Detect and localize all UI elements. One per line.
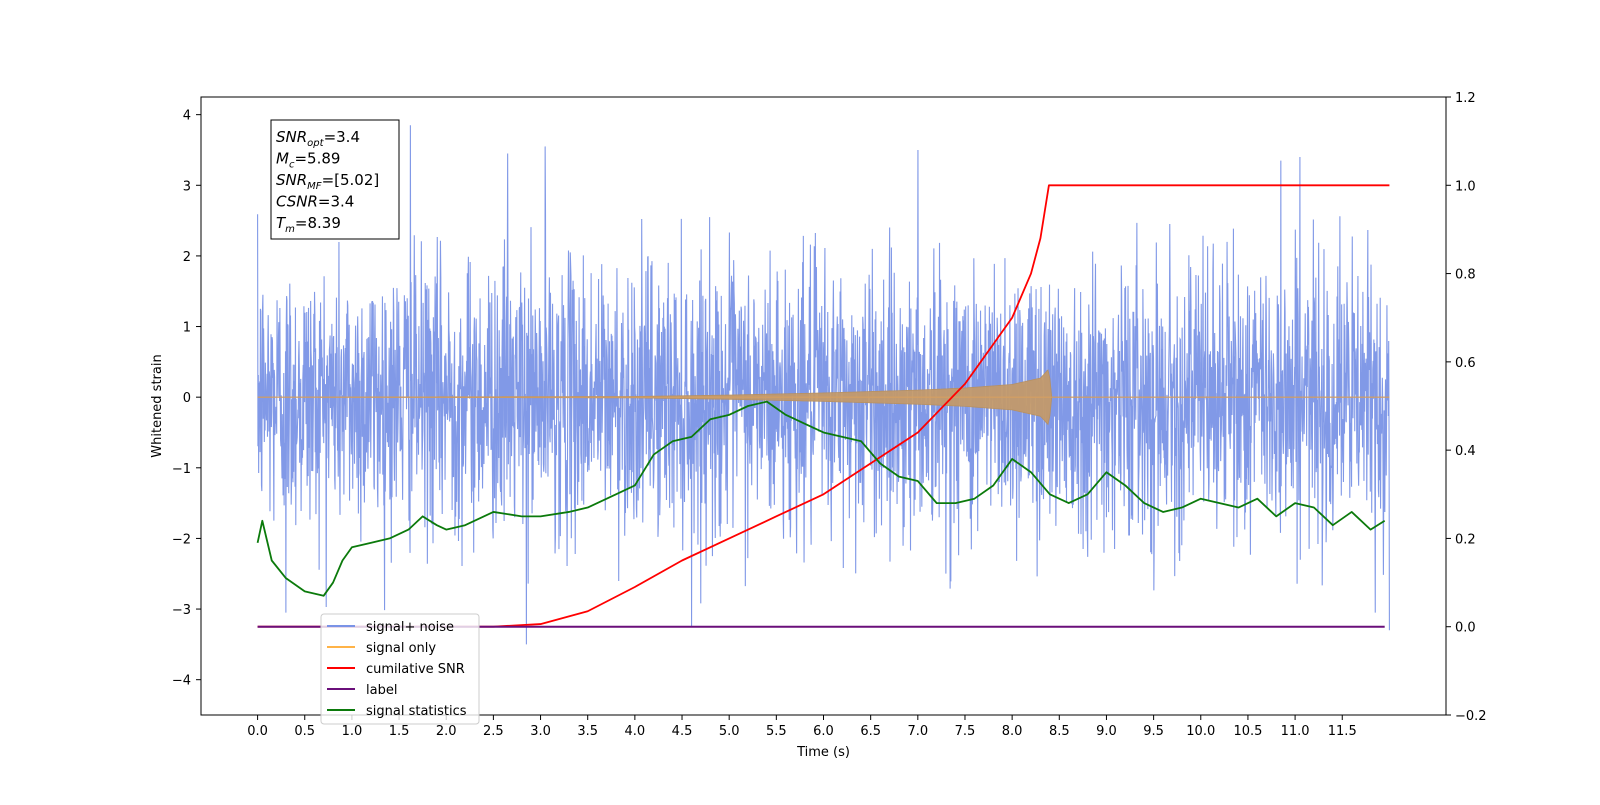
y-left-tick-label: 1	[183, 321, 191, 336]
x-tick-label: 1.5	[389, 724, 410, 739]
x-tick-label: 6.0	[813, 724, 834, 739]
x-axis-label: Time (s)	[796, 745, 850, 760]
legend-frame	[320, 613, 480, 725]
annotation-label-sub: c	[289, 160, 295, 171]
x-tick-label: 4.0	[625, 724, 646, 739]
annotation-label-main: M	[276, 150, 289, 168]
y-right-tick-label: −0.2	[1455, 709, 1487, 724]
x-tick-label: 6.5	[860, 724, 881, 739]
y-axis-right: 1.2 1.0 0.8 0.6 0.4 0.2 0.0 −0.2	[1446, 91, 1487, 724]
x-tick-label: 8.5	[1049, 724, 1070, 739]
annotation-box-frame	[270, 119, 400, 240]
series-cumulative-snr	[257, 184, 1390, 628]
x-tick-label: 7.5	[955, 724, 976, 739]
y-left-tick-label: −3	[172, 603, 191, 618]
annotation-value: =[5.02]	[322, 171, 380, 189]
x-tick-label: 9.0	[1096, 724, 1117, 739]
series-signal-noise	[257, 125, 1390, 645]
x-tick-label: 7.0	[907, 724, 928, 739]
y-left-tick-label: 0	[183, 391, 191, 406]
y-right-tick-label: 0.8	[1455, 268, 1476, 283]
x-tick-label: 0.0	[247, 724, 268, 739]
x-tick-label: 1.0	[342, 724, 363, 739]
y-left-tick-label: −4	[172, 674, 191, 689]
legend-label: signal+ noise	[366, 620, 454, 635]
y-right-tick-label: 1.2	[1455, 91, 1476, 106]
annotation-line: SNRopt=3.4	[276, 128, 360, 149]
y-left-tick-label: 4	[183, 109, 191, 124]
y-left-tick-label: 2	[183, 250, 191, 265]
x-tick-label: 10.0	[1186, 724, 1215, 739]
legend-label: label	[366, 683, 397, 698]
annotation-value: =5.89	[294, 150, 340, 168]
x-tick-label: 3.5	[577, 724, 598, 739]
annotation-label-main: T	[276, 214, 287, 232]
annotation-line: Mc=5.89	[276, 150, 340, 171]
x-tick-label: 5.5	[766, 724, 787, 739]
annotation-line: Tm=8.39	[276, 214, 341, 235]
x-tick-label: 4.5	[672, 724, 693, 739]
x-tick-label: 5.0	[719, 724, 740, 739]
annotation-label-sub: m	[285, 224, 295, 235]
x-tick-label: 11.0	[1281, 724, 1310, 739]
annotation-label-sub: MF	[307, 181, 322, 192]
legend-label: signal statistics	[366, 704, 467, 719]
annotation-line: CSNR=3.4	[276, 193, 354, 211]
x-axis: 0.0 0.5 1.0 1.5 2.0 2.5 3.0 3.5 4.0 4.5 5.0 5.5 6.0 6…	[247, 715, 1357, 760]
y-axis-left-label: Whitened strain	[150, 354, 165, 457]
legend-label: signal only	[366, 641, 436, 656]
annotation-label-main: SNR	[276, 128, 307, 146]
x-tick-label: 10.5	[1233, 724, 1262, 739]
y-left-tick-label: −1	[172, 462, 191, 477]
annotation-value: =3.4	[324, 128, 360, 146]
x-tick-label: 0.5	[294, 724, 315, 739]
annotation-line: SNRMF=[5.02]	[276, 171, 379, 192]
x-tick-label: 2.0	[436, 724, 457, 739]
annotation-box: SNRopt=3.4Mc=5.89SNRMF=[5.02]CSNR=3.4Tm=…	[270, 119, 400, 240]
legend-label: cumilative SNR	[366, 662, 465, 677]
annotation-value: =3.4	[318, 193, 354, 211]
y-axis-left: 4 3 2 1 0 −1 −2 −3 −4 Whitened strain	[150, 109, 201, 689]
series-signal-statistics	[256, 400, 1386, 597]
x-tick-label: 9.5	[1143, 724, 1164, 739]
y-right-tick-label: 0.4	[1455, 444, 1476, 459]
y-right-tick-label: 1.0	[1455, 179, 1476, 194]
x-tick-label: 11.5	[1328, 724, 1357, 739]
annotation-label-sub: opt	[307, 138, 324, 149]
legend: signal+ noise signal only cumilative SNR la…	[320, 613, 480, 725]
annotation-value: =8.39	[295, 214, 341, 232]
y-right-tick-label: 0.0	[1455, 621, 1476, 636]
x-tick-label: 3.0	[530, 724, 551, 739]
y-left-tick-label: −2	[172, 532, 191, 547]
y-right-tick-label: 0.2	[1455, 532, 1476, 547]
x-tick-label: 8.0	[1002, 724, 1023, 739]
annotation-label-main: CSNR	[276, 193, 318, 211]
y-right-tick-label: 0.6	[1455, 356, 1476, 371]
x-tick-label: 2.5	[483, 724, 504, 739]
y-left-tick-label: 3	[183, 179, 191, 194]
annotation-label-main: SNR	[276, 171, 307, 189]
plot-area	[256, 125, 1390, 645]
